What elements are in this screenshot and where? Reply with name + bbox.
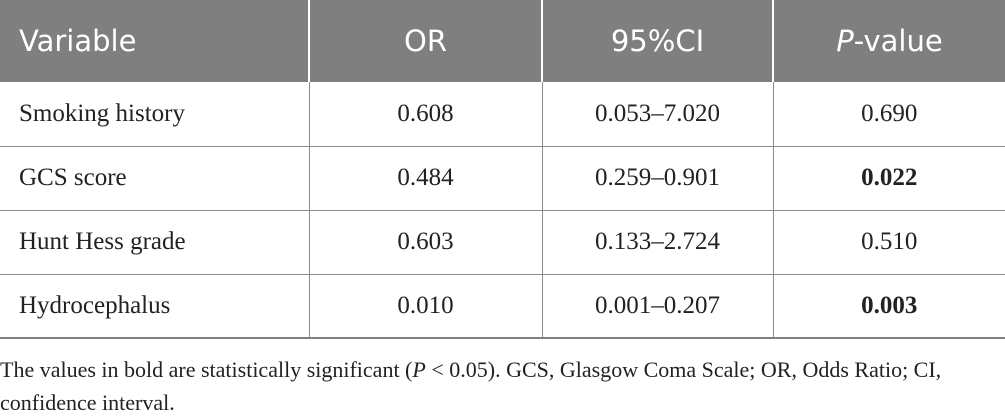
cell-p-value: 0.022 xyxy=(861,164,918,191)
table-row: GCS score 0.484 0.259–0.901 0.022 xyxy=(0,146,1005,210)
cell-or: 0.484 xyxy=(309,146,543,210)
cell-p-value: 0.003 xyxy=(861,291,918,319)
header-or: OR xyxy=(309,0,543,82)
cell-or: 0.603 xyxy=(309,210,543,274)
table-footnote: The values in bold are statistically sig… xyxy=(0,353,1000,419)
header-ci: 95%CI xyxy=(542,0,774,82)
header-p-suffix: -value xyxy=(853,24,943,58)
cell-ci: 0.001–0.207 xyxy=(542,274,774,338)
regression-results-table: Variable OR 95%CI P-value Smoking histor… xyxy=(0,0,1005,338)
cell-variable: Hunt Hess grade xyxy=(0,210,310,274)
table-row: Hunt Hess grade 0.603 0.133–2.724 0.510 xyxy=(0,210,1005,274)
cell-variable: Hydrocephalus xyxy=(0,274,310,338)
cell-variable: Smoking history xyxy=(0,82,310,146)
cell-or: 0.010 xyxy=(309,274,543,338)
header-p-value: P-value xyxy=(773,0,1005,82)
table-body: Smoking history 0.608 0.053–7.020 0.690 … xyxy=(0,82,1005,338)
header-p-letter: P xyxy=(836,24,854,58)
table-row: Smoking history 0.608 0.053–7.020 0.690 xyxy=(0,82,1005,146)
table-header: Variable OR 95%CI P-value xyxy=(0,0,1005,82)
header-row: Variable OR 95%CI P-value xyxy=(0,0,1005,82)
cell-ci: 0.053–7.020 xyxy=(542,82,774,146)
footnote-text-start: The values in bold are statistically sig… xyxy=(0,357,413,382)
cell-ci: 0.259–0.901 xyxy=(542,146,774,210)
cell-p-value: 0.510 xyxy=(861,228,918,255)
results-table-container: Variable OR 95%CI P-value Smoking histor… xyxy=(0,0,1005,338)
footnote-text-end: < 0.05). GCS, Glasgow Coma Scale; OR, Od… xyxy=(0,357,942,415)
cell-ci: 0.133–2.724 xyxy=(542,210,774,274)
cell-variable: GCS score xyxy=(0,146,310,210)
table-row: Hydrocephalus 0.010 0.001–0.207 0.003 xyxy=(0,274,1005,338)
cell-p-value: 0.690 xyxy=(861,99,918,127)
footnote-p-letter: P xyxy=(412,357,426,382)
cell-or: 0.608 xyxy=(309,82,543,146)
header-variable: Variable xyxy=(0,0,310,82)
